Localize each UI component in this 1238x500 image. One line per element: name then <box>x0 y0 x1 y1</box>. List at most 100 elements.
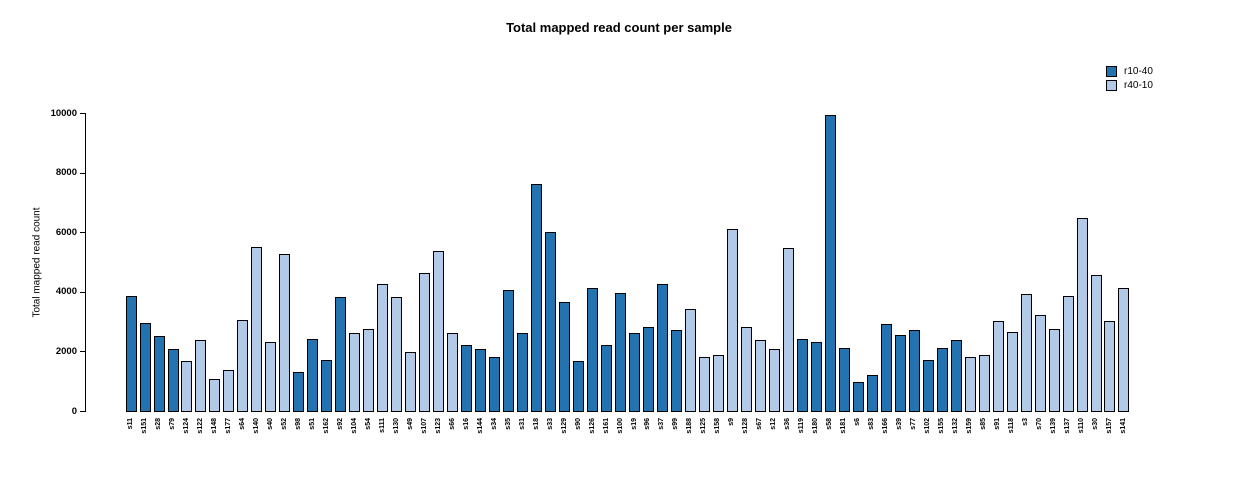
x-axis-label-s66: s66 <box>448 418 456 430</box>
bar-s40 <box>265 342 277 412</box>
x-axis-label-s58: s58 <box>826 418 834 430</box>
x-axis-label-s177: s177 <box>224 418 232 434</box>
x-axis-label-s102: s102 <box>924 418 932 434</box>
bar-s119 <box>796 339 808 412</box>
x-axis-label-s157: s157 <box>1105 418 1113 434</box>
x-axis-label-s162: s162 <box>322 418 330 434</box>
x-axis-label-s16: s16 <box>462 418 470 430</box>
bar-s122 <box>195 340 207 412</box>
bar-s129 <box>559 302 570 412</box>
bar-s126 <box>587 288 598 412</box>
x-axis-label-s31: s31 <box>518 418 526 430</box>
x-axis-label-s51: s51 <box>308 418 316 430</box>
bar-s16 <box>461 345 473 412</box>
x-axis-label-s6: s6 <box>854 418 862 426</box>
bar-s140 <box>251 247 263 412</box>
legend-item-r40-10: r40-10 <box>1106 78 1153 92</box>
y-axis-line <box>85 113 86 412</box>
legend-label-r40-10: r40-10 <box>1124 79 1153 91</box>
bar-s155 <box>936 348 948 412</box>
x-axis-label-s123: s123 <box>434 418 442 434</box>
y-axis-tick-label: 6000 <box>55 226 77 238</box>
bar-s162 <box>321 360 333 412</box>
bar-s54 <box>363 329 375 412</box>
chart-title: Total mapped read count per sample <box>506 20 732 35</box>
x-axis-label-s70: s70 <box>1036 418 1043 430</box>
x-axis-label-s11: s11 <box>127 418 134 430</box>
bar-s51 <box>307 339 319 412</box>
x-axis-label-s36: s36 <box>784 418 792 430</box>
x-axis-label-s77: s77 <box>910 418 918 430</box>
x-axis-label-s188: s188 <box>686 418 694 434</box>
bar-s64 <box>237 320 249 412</box>
bar-s110 <box>1076 218 1088 412</box>
x-axis-label-s125: s125 <box>700 418 708 434</box>
bar-s34 <box>489 357 501 412</box>
bar-s144 <box>475 349 487 412</box>
bar-s123 <box>433 251 445 412</box>
bar-s159 <box>964 357 976 412</box>
x-axis-label-s79: s79 <box>169 418 176 430</box>
legend-item-r10-40: r10-40 <box>1106 64 1153 78</box>
bar-s128 <box>740 327 752 412</box>
x-axis-label-s148: s148 <box>210 418 218 434</box>
x-axis-label-s98: s98 <box>294 418 302 430</box>
x-axis-label-s64: s64 <box>238 418 246 430</box>
y-axis-tick-label: 0 <box>71 405 77 417</box>
bar-s118 <box>1006 332 1018 412</box>
bar-s107 <box>419 273 431 412</box>
bar-s28 <box>153 336 165 412</box>
y-axis-tick <box>80 351 85 353</box>
bar-s67 <box>754 340 766 412</box>
bar-s161 <box>601 345 612 412</box>
bar-s125 <box>698 357 710 412</box>
bar-s77 <box>908 330 920 412</box>
legend-swatch-r10-40-icon <box>1106 65 1117 77</box>
x-axis-label-s124: s124 <box>182 418 190 434</box>
x-axis-label-s30: s30 <box>1092 418 1099 430</box>
x-axis-label-s52: s52 <box>280 418 288 430</box>
x-axis-label-s155: s155 <box>938 418 946 434</box>
x-axis-label-s166: s166 <box>882 418 890 434</box>
x-axis-label-s158: s158 <box>714 418 722 434</box>
x-axis-label-s9: s9 <box>728 418 736 426</box>
bar-s33 <box>545 232 556 412</box>
bar-s157 <box>1104 321 1116 412</box>
bar-s188 <box>684 309 696 412</box>
x-axis-label-s139: s139 <box>1050 418 1057 434</box>
x-axis-label-s39: s39 <box>896 418 904 430</box>
legend-swatch-r40-10-icon <box>1106 79 1117 91</box>
bar-s124 <box>181 361 193 412</box>
y-axis-tick <box>80 113 85 114</box>
x-axis-label-s90: s90 <box>574 418 582 430</box>
x-axis-label-s137: s137 <box>1064 418 1071 434</box>
bar-s177 <box>223 370 235 412</box>
bar-s83 <box>866 375 878 412</box>
bar-s181 <box>838 348 850 412</box>
bar-s18 <box>531 184 543 412</box>
bar-s91 <box>992 321 1004 412</box>
bar-s104 <box>349 333 361 412</box>
x-axis-label-s91: s91 <box>994 418 1002 430</box>
bar-s92 <box>335 297 347 412</box>
bar-s12 <box>768 349 780 412</box>
bar-s37 <box>656 284 668 412</box>
y-axis-tick-label: 8000 <box>55 167 77 179</box>
bar-s49 <box>405 352 417 412</box>
x-axis-label-s49: s49 <box>406 418 414 430</box>
x-axis-label-s119: s119 <box>798 418 806 434</box>
x-axis-label-s122: s122 <box>196 418 204 434</box>
x-axis-label-s144: s144 <box>476 418 484 434</box>
y-axis-tick <box>80 411 85 412</box>
x-axis-label-s54: s54 <box>364 418 372 430</box>
bar-s6 <box>852 382 864 412</box>
bar-s141 <box>1118 288 1130 412</box>
x-axis-label-s96: s96 <box>644 418 652 430</box>
bar-s31 <box>517 333 529 412</box>
legend: r10-40 r40-10 <box>1106 64 1153 92</box>
x-axis-label-s40: s40 <box>266 418 274 430</box>
y-axis-tick-label: 2000 <box>55 345 77 357</box>
bar-s148 <box>209 379 221 412</box>
x-axis-label-s67: s67 <box>756 418 764 430</box>
